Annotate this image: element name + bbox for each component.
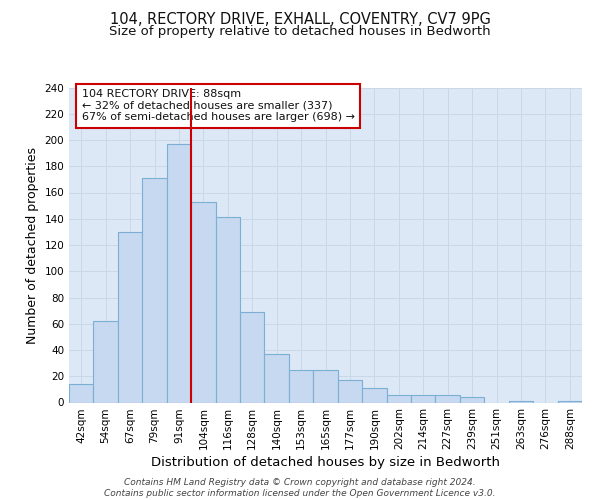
Bar (289, 370, 313, 402)
Bar (215, 218, 240, 402)
Bar (240, 312, 265, 402)
Bar (509, 401, 533, 402)
Bar (167, 144, 191, 403)
Text: Size of property relative to detached houses in Bedworth: Size of property relative to detached ho… (109, 25, 491, 38)
Bar (191, 202, 215, 402)
Bar (94, 321, 118, 402)
Text: 104, RECTORY DRIVE, EXHALL, COVENTRY, CV7 9PG: 104, RECTORY DRIVE, EXHALL, COVENTRY, CV… (110, 12, 490, 28)
Y-axis label: Number of detached properties: Number of detached properties (26, 146, 39, 344)
Bar (118, 232, 142, 402)
Bar (69, 384, 94, 402)
X-axis label: Distribution of detached houses by size in Bedworth: Distribution of detached houses by size … (151, 456, 500, 469)
Bar (338, 380, 362, 402)
Bar (362, 388, 386, 402)
Bar (436, 394, 460, 402)
Bar (142, 178, 167, 402)
Bar (265, 354, 289, 403)
Bar (386, 394, 411, 402)
Text: 104 RECTORY DRIVE: 88sqm
← 32% of detached houses are smaller (337)
67% of semi-: 104 RECTORY DRIVE: 88sqm ← 32% of detach… (82, 89, 355, 122)
Bar (313, 370, 338, 402)
Text: Contains HM Land Registry data © Crown copyright and database right 2024.
Contai: Contains HM Land Registry data © Crown c… (104, 478, 496, 498)
Bar (460, 397, 484, 402)
Bar (557, 401, 582, 402)
Bar (411, 394, 436, 402)
